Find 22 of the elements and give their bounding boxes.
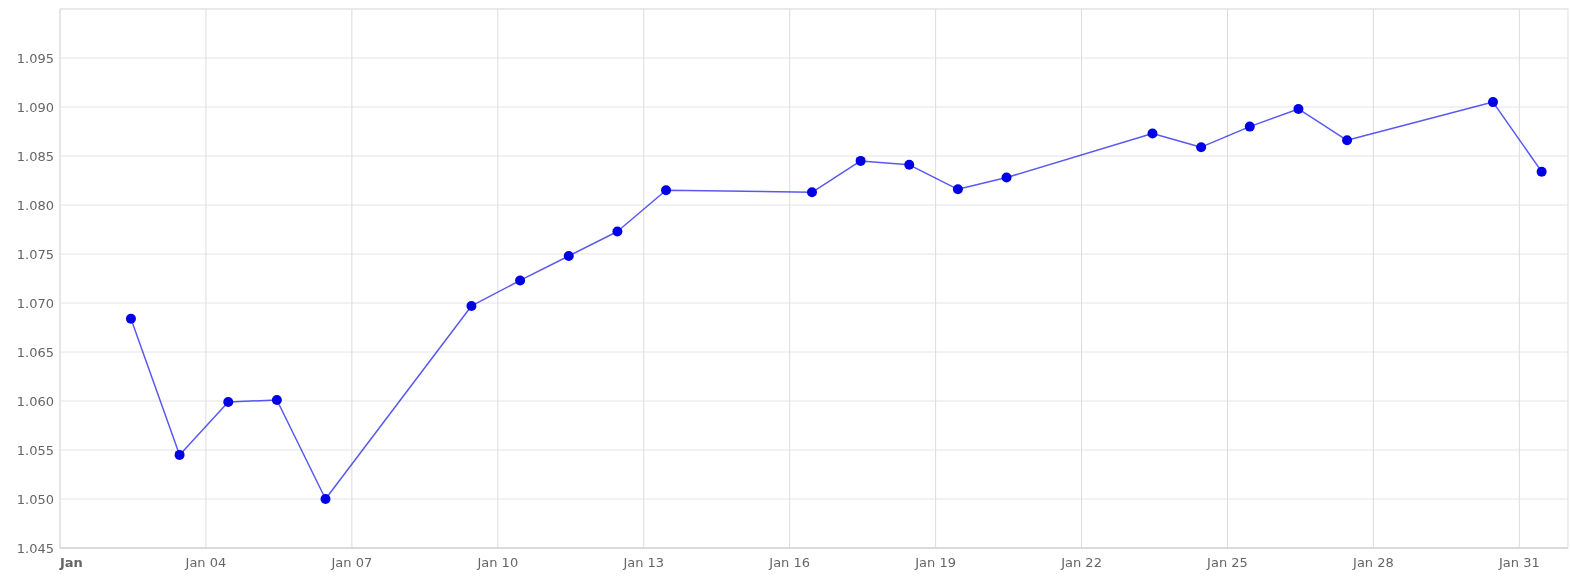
- y-tick-label: 1.055: [16, 442, 54, 458]
- y-tick-label: 1.060: [16, 393, 54, 409]
- x-tick-label: Jan 25: [1206, 555, 1248, 570]
- y-tick-label: 1.075: [16, 246, 54, 262]
- x-tick-label: Jan 28: [1352, 555, 1394, 570]
- x-tick-label: Jan 22: [1060, 555, 1102, 570]
- x-tick-label: Jan 07: [330, 555, 373, 570]
- y-tick-label: 1.050: [16, 491, 54, 507]
- x-tick-label: Jan 04: [184, 555, 227, 570]
- y-tick-label: 1.045: [16, 540, 54, 556]
- y-tick-label: 1.080: [16, 197, 54, 213]
- x-tick-label: Jan 16: [768, 555, 811, 570]
- x-tick-label: Jan 19: [914, 555, 956, 570]
- x-tick-label: Jan 31: [1498, 555, 1540, 570]
- x-tick-label: Jan: [59, 555, 83, 570]
- y-tick-label: 1.085: [16, 148, 54, 164]
- y-tick-label: 1.070: [16, 295, 54, 311]
- x-tick-label: Jan 10: [476, 555, 519, 570]
- y-tick-label: 1.065: [16, 344, 54, 360]
- x-tick-label: Jan 13: [622, 555, 665, 570]
- y-tick-label: 1.095: [16, 50, 54, 66]
- y-tick-label: 1.090: [16, 99, 54, 115]
